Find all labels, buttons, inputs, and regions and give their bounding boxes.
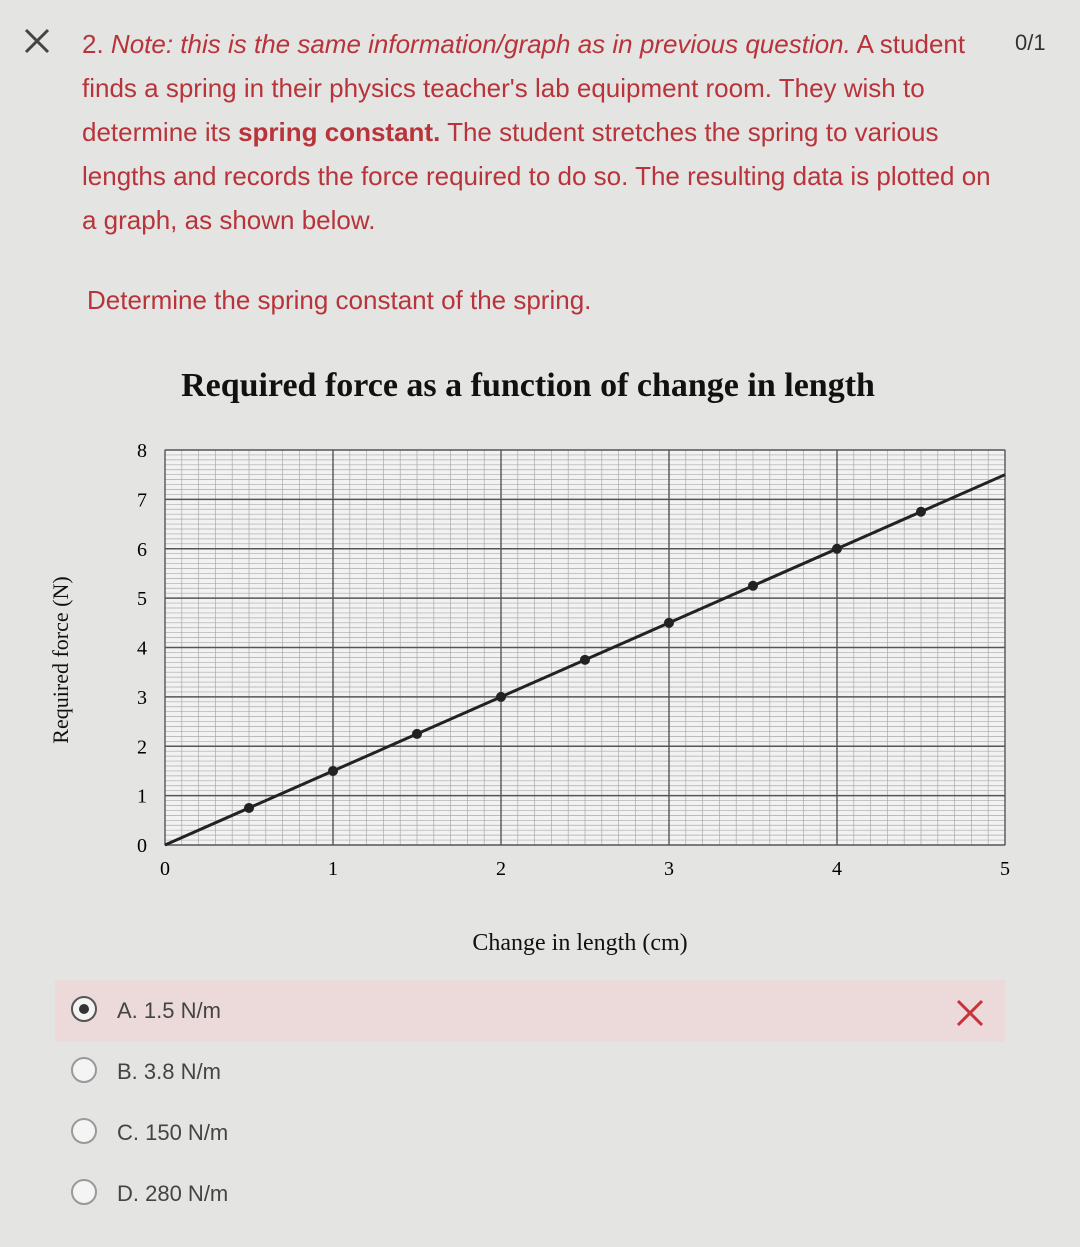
prompt: Determine the spring constant of the spr… bbox=[87, 285, 592, 315]
score: 0/1 bbox=[1015, 30, 1046, 55]
y-tick-label: 1 bbox=[137, 786, 147, 808]
option[interactable]: B. 3.8 N/m bbox=[55, 1041, 1005, 1103]
y-tick-label: 4 bbox=[137, 638, 147, 660]
y-tick-label: 0 bbox=[137, 835, 147, 857]
data-point bbox=[580, 654, 590, 665]
option-label[interactable]: C. 150 N/m bbox=[117, 1120, 229, 1145]
data-point bbox=[916, 506, 926, 517]
x-axis-label: Change in length (cm) bbox=[472, 930, 687, 956]
radio[interactable] bbox=[71, 1118, 97, 1144]
question: 2. Note: this is the same information/gr… bbox=[82, 22, 1012, 242]
incorrect-icon bbox=[24, 28, 50, 54]
option-label[interactable]: D. 280 N/m bbox=[117, 1181, 229, 1206]
data-point bbox=[664, 617, 674, 628]
radio[interactable] bbox=[71, 1057, 97, 1083]
question-number: 2. bbox=[82, 29, 104, 59]
chart: Required force as a function of change i… bbox=[48, 367, 1010, 956]
y-tick-label: 2 bbox=[137, 736, 147, 758]
wrong-mark bbox=[956, 999, 984, 1027]
x-tick-label: 4 bbox=[832, 858, 842, 880]
y-tick-label: 6 bbox=[137, 539, 147, 561]
data-point bbox=[412, 728, 422, 739]
option[interactable]: D. 280 N/m bbox=[55, 1163, 1005, 1225]
option[interactable]: A. 1.5 N/m bbox=[55, 980, 1005, 1042]
x-tick-label: 0 bbox=[160, 858, 170, 880]
question-text: The student stretches the spring to vari… bbox=[82, 117, 991, 235]
option[interactable]: C. 150 N/m bbox=[55, 1102, 1005, 1164]
radio[interactable] bbox=[71, 996, 97, 1022]
y-tick-label: 5 bbox=[137, 588, 147, 610]
x-tick-label: 1 bbox=[328, 858, 338, 880]
y-tick-label: 8 bbox=[137, 440, 147, 462]
y-tick-label: 3 bbox=[137, 687, 147, 709]
radio[interactable] bbox=[71, 1179, 97, 1205]
question-text: A student finds a spring in their physic… bbox=[82, 29, 966, 147]
x-tick-label: 2 bbox=[496, 858, 506, 880]
x-tick-label: 3 bbox=[664, 858, 674, 880]
data-point bbox=[328, 765, 338, 776]
y-tick-label: 7 bbox=[137, 489, 147, 511]
y-axis-label: Required force (N) bbox=[48, 576, 73, 743]
data-point bbox=[244, 802, 254, 813]
option-label[interactable]: A. 1.5 N/m bbox=[117, 998, 221, 1023]
data-point bbox=[748, 580, 758, 591]
x-tick-label: 5 bbox=[1000, 858, 1010, 880]
chart-title: Required force as a function of change i… bbox=[181, 367, 875, 404]
bold-term: spring constant. bbox=[238, 117, 441, 147]
data-point bbox=[496, 691, 506, 702]
data-point bbox=[832, 543, 842, 554]
note: Note: this is the same information/graph… bbox=[110, 29, 851, 59]
option-label[interactable]: B. 3.8 N/m bbox=[117, 1059, 221, 1084]
